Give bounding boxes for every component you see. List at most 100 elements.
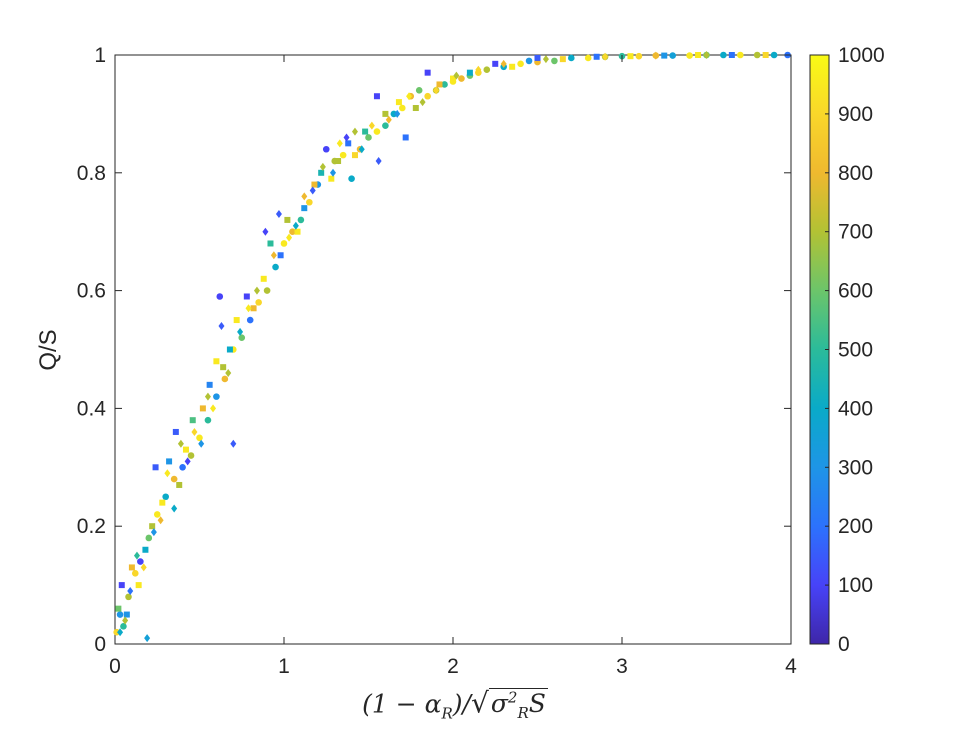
data-point-circle — [483, 66, 491, 74]
y-axis-label: Q/S — [35, 329, 62, 370]
data-point-square — [509, 63, 516, 70]
colorbar-tick-label: 200 — [838, 515, 873, 538]
colorbar-tick-label: 400 — [838, 397, 873, 420]
data-point-square — [318, 169, 325, 176]
data-point-square — [284, 216, 291, 223]
y-tick-label: 0.6 — [77, 280, 106, 303]
data-point-circle — [170, 475, 178, 483]
data-point-circle — [216, 293, 224, 300]
data-point-circle — [424, 92, 431, 100]
x-label-sqrt: √ — [470, 686, 489, 720]
data-point-circle — [551, 57, 558, 65]
data-point-diamond — [198, 439, 205, 448]
data-point-square — [559, 56, 566, 63]
x-label-alpha-sub: R — [441, 704, 453, 723]
x-label-sigma-sub: R — [517, 704, 529, 723]
data-point-square — [627, 53, 634, 60]
data-point-square — [450, 75, 456, 82]
data-point-square — [351, 152, 358, 159]
data-point-diamond — [542, 55, 549, 64]
x-tick-label: 2 — [447, 655, 459, 678]
data-point-square — [172, 428, 179, 435]
data-point-square — [267, 240, 274, 247]
data-point-diamond — [394, 109, 401, 118]
data-point-square — [328, 175, 335, 182]
data-point-circle — [179, 464, 186, 471]
plot-area — [114, 54, 792, 645]
data-point-diamond — [602, 52, 609, 61]
data-point-diamond — [475, 65, 482, 74]
data-point-square — [311, 181, 318, 188]
data-point-circle — [720, 51, 727, 59]
data-point-square — [402, 134, 409, 141]
data-point-circle — [322, 145, 330, 153]
x-label-radicand: σ2RS — [488, 688, 548, 722]
data-point-circle — [441, 81, 448, 88]
colorbar-tick-label: 0 — [838, 633, 850, 656]
data-point-square — [373, 93, 380, 100]
colorbar-tick-label: 100 — [838, 574, 873, 597]
data-point-diamond — [122, 616, 129, 625]
data-point-diamond — [301, 192, 308, 201]
data-point-square — [395, 99, 402, 106]
data-point-circle — [255, 299, 262, 306]
data-point-square — [182, 446, 189, 453]
data-point-diamond — [253, 286, 260, 295]
data-point-square — [345, 140, 352, 147]
x-label-sigma-sup: 2 — [507, 689, 518, 707]
data-point-circle — [116, 611, 124, 618]
data-point-square — [728, 52, 735, 58]
data-point-diamond — [419, 98, 426, 107]
x-axis: 0 1 2 3 4 — [109, 55, 797, 678]
data-point-circle — [162, 493, 169, 501]
data-point-square — [243, 293, 250, 300]
data-point-diamond — [368, 121, 375, 130]
data-point-square — [277, 252, 284, 259]
data-point-diamond — [275, 210, 282, 219]
data-point-circle — [153, 511, 161, 518]
data-point-square — [135, 582, 142, 589]
data-point-square — [142, 546, 149, 553]
data-point-circle — [737, 51, 744, 59]
data-point-diamond — [385, 115, 392, 124]
colorbar-tick-label: 800 — [838, 162, 873, 185]
data-point-circle — [339, 151, 347, 159]
x-label-alpha: α — [424, 689, 442, 719]
data-point-diamond — [286, 233, 293, 242]
data-point-circle — [382, 122, 389, 129]
data-point-circle — [584, 54, 592, 62]
data-point-diamond — [133, 551, 140, 560]
data-point-square — [412, 105, 419, 112]
x-tick-label: 1 — [278, 655, 290, 678]
data-point-diamond — [210, 404, 217, 413]
data-point-square — [176, 481, 183, 488]
y-tick-label: 0.2 — [77, 515, 106, 538]
data-point-circle — [525, 57, 533, 65]
data-point-circle — [145, 534, 153, 542]
data-point-square — [233, 317, 240, 324]
data-point-circle — [221, 375, 229, 383]
data-point-square — [152, 464, 159, 471]
data-point-diamond — [262, 227, 269, 236]
colorbar-tick-label: 1000 — [838, 44, 885, 67]
data-point-diamond — [330, 168, 337, 177]
x-label-open: (1 − — [362, 689, 425, 719]
data-point-circle — [635, 52, 643, 60]
data-point-diamond — [144, 634, 151, 643]
data-point-diamond — [140, 563, 147, 572]
colorbar-tick-label: 600 — [838, 280, 873, 303]
y-tick-label: 0 — [94, 633, 106, 656]
data-point-square — [534, 54, 541, 61]
data-point-square — [149, 523, 156, 530]
data-point-circle — [213, 393, 220, 400]
data-point-circle — [415, 87, 423, 94]
data-point-diamond — [157, 516, 164, 525]
colorbar-tick-label: 300 — [838, 456, 873, 479]
data-point-diamond — [433, 86, 440, 95]
data-point-diamond — [150, 528, 157, 537]
data-point-square — [220, 364, 227, 371]
data-point-square — [166, 458, 173, 465]
data-point-diamond — [245, 304, 252, 313]
data-point-square — [466, 69, 473, 76]
data-point-square — [294, 228, 301, 235]
